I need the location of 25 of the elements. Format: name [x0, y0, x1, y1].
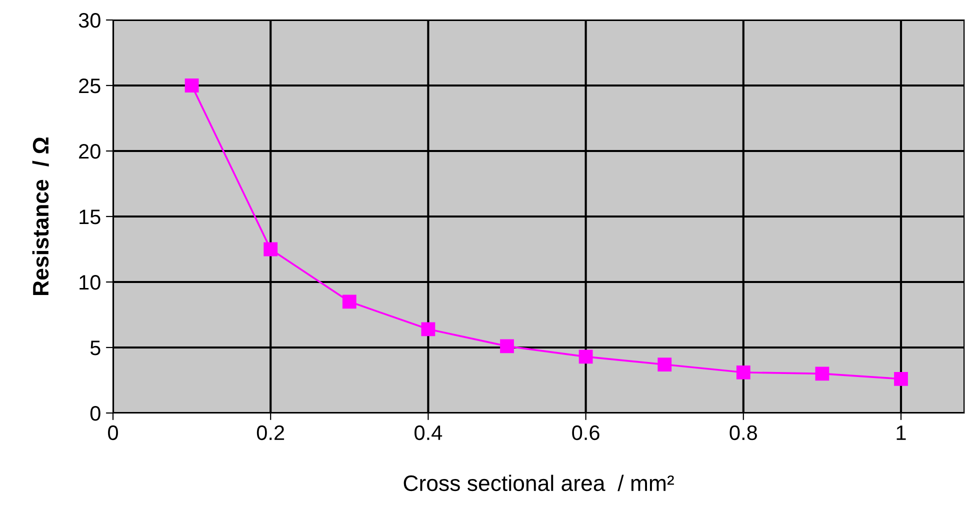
point: [184, 78, 199, 92]
point: [658, 358, 672, 372]
y-tick-label: 15: [80, 210, 100, 224]
x-tick-label: 0: [108, 425, 118, 440]
y-tick-label: 20: [79, 144, 100, 159]
y-axis-title: Resistance / Ω: [32, 137, 49, 295]
y-tick-label: 10: [80, 275, 100, 290]
point: [264, 242, 278, 256]
point: [894, 372, 908, 386]
point: [342, 294, 356, 309]
y-tick-label: 30: [78, 13, 100, 28]
x-tick-label: 0.6: [572, 425, 600, 440]
x-tick-label: 0.8: [730, 425, 757, 440]
point: [578, 350, 593, 364]
y-tick-label: 0: [90, 406, 100, 421]
x-tick-label: 1: [896, 426, 906, 440]
point: [815, 366, 830, 381]
x-axis-title: Cross sectional area / mm²: [404, 474, 674, 492]
point: [421, 322, 436, 336]
y-tick-label: 5: [90, 340, 100, 356]
x-tick-label: 0.4: [414, 425, 442, 440]
x-tick-label: 0.2: [256, 425, 284, 440]
point: [500, 339, 514, 354]
point: [736, 365, 750, 380]
y-tick-label: 25: [79, 78, 100, 94]
